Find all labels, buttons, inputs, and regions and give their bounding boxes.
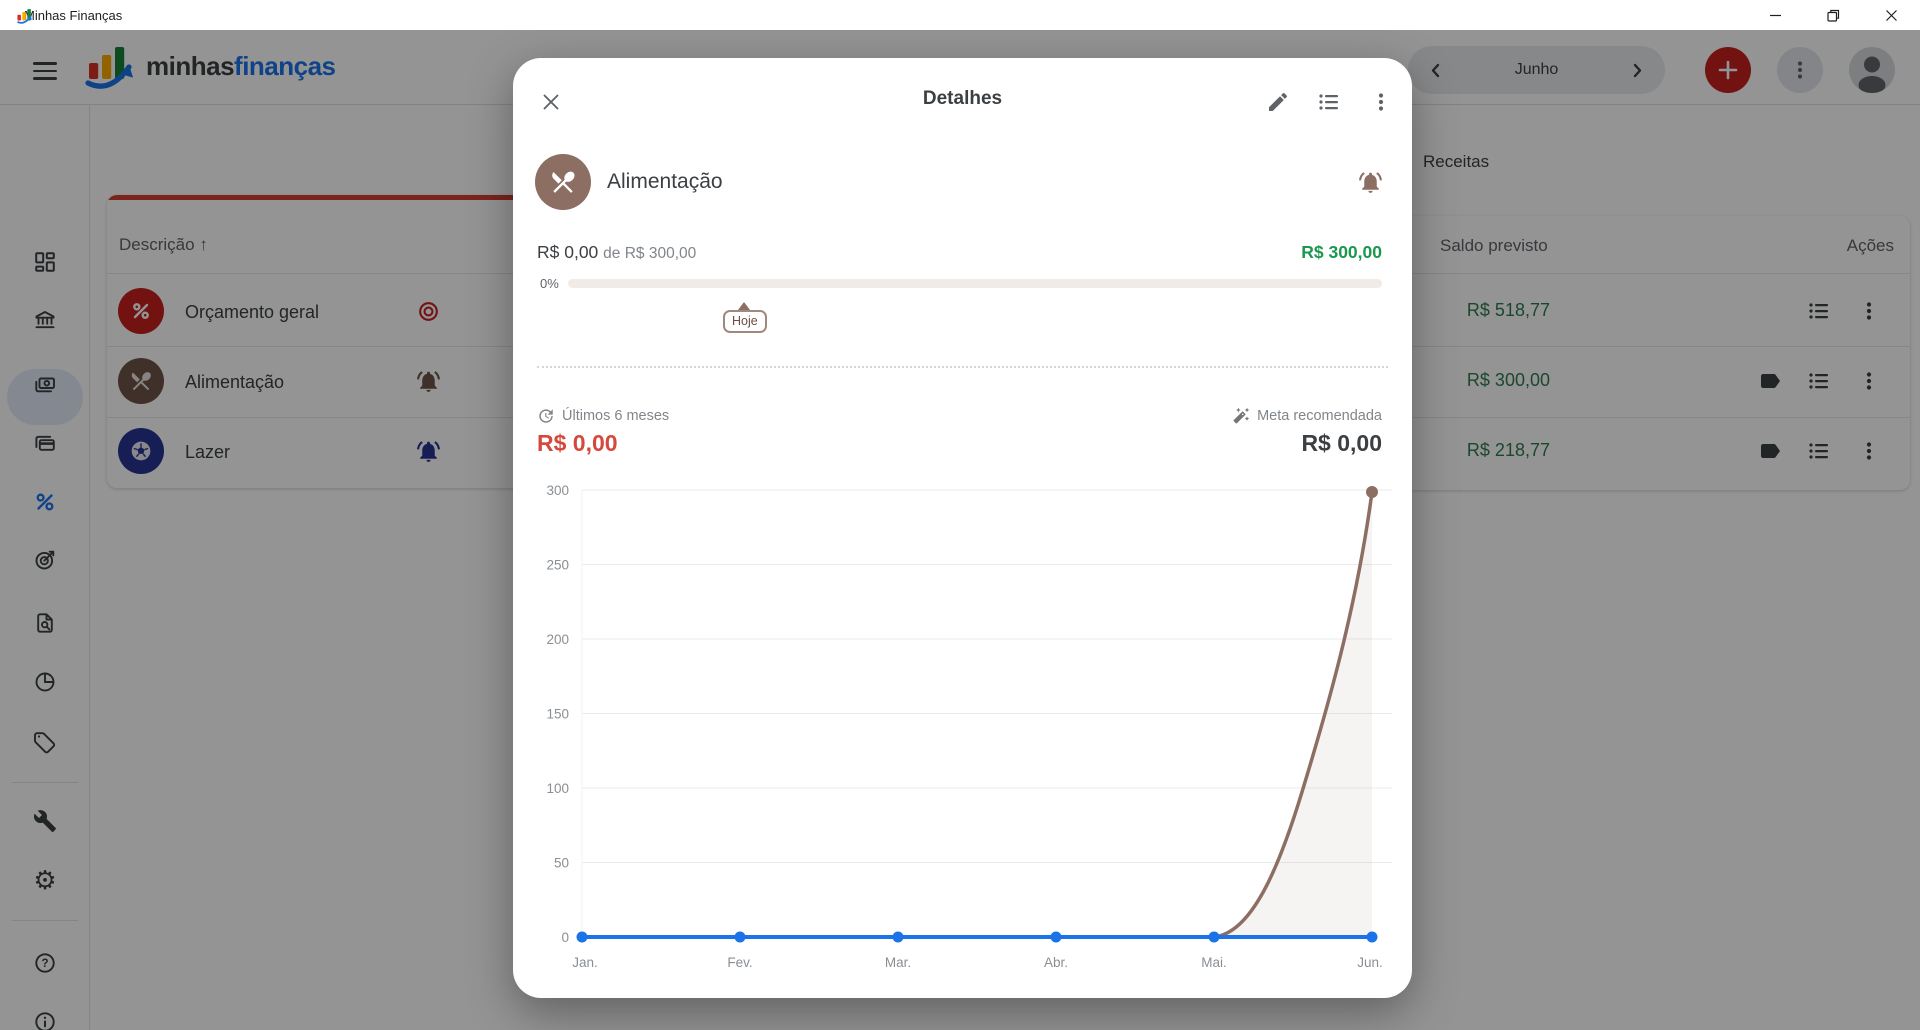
gear-icon: ⚙ bbox=[33, 865, 57, 895]
today-chip: Hoje bbox=[723, 310, 767, 333]
sidebar-item-piechart[interactable] bbox=[33, 670, 57, 694]
os-titlebar: Minhas Finanças bbox=[0, 0, 1920, 30]
svg-text:150: 150 bbox=[546, 707, 569, 722]
svg-text:300: 300 bbox=[546, 483, 569, 498]
receitas-section-label: Receitas bbox=[1423, 152, 1490, 171]
add-button[interactable] bbox=[1705, 47, 1751, 93]
spent-amount: R$ 0,00 bbox=[537, 242, 599, 262]
app-logo-icon bbox=[16, 7, 33, 29]
transactions-list-icon[interactable] bbox=[1317, 90, 1341, 114]
svg-text:Fev.: Fev. bbox=[727, 955, 752, 970]
sidebar-nav: ⚙ ? bbox=[0, 105, 90, 1030]
history-clock-icon bbox=[539, 409, 553, 423]
svg-text:Abr.: Abr. bbox=[1044, 955, 1068, 970]
column-header-acoes: Ações bbox=[1846, 236, 1894, 255]
dialog-title: Detalhes bbox=[922, 88, 1003, 109]
budget-total: R$ 300,00 bbox=[1301, 242, 1382, 262]
sidebar-item-help[interactable]: ? bbox=[33, 951, 57, 975]
column-header-saldo[interactable]: Saldo previsto bbox=[1440, 236, 1548, 255]
history-stat-label: Últimos 6 meses bbox=[537, 407, 669, 425]
soccer-category-icon bbox=[118, 428, 164, 474]
close-icon[interactable] bbox=[539, 90, 563, 114]
svg-text:Mar.: Mar. bbox=[885, 955, 911, 970]
sort-arrow-icon: ↑ bbox=[199, 235, 208, 254]
sidebar-item-goals[interactable] bbox=[33, 548, 57, 572]
edit-icon[interactable] bbox=[1266, 90, 1290, 114]
restore-button[interactable] bbox=[1804, 0, 1862, 30]
sidebar-item-cards[interactable] bbox=[33, 431, 57, 455]
sidebar-divider bbox=[12, 920, 78, 921]
alert-bell-icon[interactable] bbox=[1358, 170, 1382, 194]
logo-wordmark: minhasfinanças bbox=[146, 50, 336, 81]
sidebar-item-money[interactable] bbox=[33, 372, 57, 396]
avatar[interactable] bbox=[1849, 47, 1895, 93]
goal-stat-label: Meta recomendada bbox=[1232, 407, 1382, 425]
limit-end-point bbox=[1366, 486, 1378, 498]
y-axis-ticks: 300 250 200 150 100 50 0 bbox=[546, 483, 569, 945]
restaurant-category-icon bbox=[118, 358, 164, 404]
percent-label: 0% bbox=[540, 276, 559, 291]
logo-chart-icon bbox=[85, 47, 133, 89]
svg-text:Jun.: Jun. bbox=[1357, 955, 1383, 970]
sidebar-item-tools[interactable] bbox=[33, 809, 57, 833]
budget-of-text: de R$ 300,00 bbox=[603, 245, 697, 262]
header-more-button[interactable] bbox=[1777, 47, 1823, 93]
details-dialog: Detalhes Alimentação R$ 0,00 de R$ 300,0… bbox=[513, 58, 1412, 998]
sidebar-item-dashboard[interactable] bbox=[33, 250, 57, 274]
svg-text:?: ? bbox=[41, 958, 48, 970]
bullseye-icon bbox=[416, 299, 441, 329]
category-name: Alimentação bbox=[607, 170, 723, 193]
history-value: R$ 0,00 bbox=[537, 430, 618, 456]
svg-text:250: 250 bbox=[546, 558, 569, 573]
percent-category-icon bbox=[118, 288, 164, 334]
limit-line bbox=[1212, 490, 1374, 939]
svg-text:50: 50 bbox=[554, 856, 569, 871]
x-axis-ticks: Jan. Fev. Mar. Abr. Mai. Jun. bbox=[572, 955, 1383, 970]
svg-text:Mai.: Mai. bbox=[1201, 955, 1227, 970]
sidebar-item-budget-active[interactable] bbox=[33, 490, 57, 514]
today-marker-arrow bbox=[738, 302, 750, 310]
budget-history-chart: 300 250 200 150 100 50 0 Jan. Fev. bbox=[546, 483, 1392, 970]
sidebar-item-about[interactable] bbox=[33, 1010, 57, 1030]
close-window-button[interactable] bbox=[1862, 0, 1920, 30]
dotted-divider bbox=[537, 366, 1388, 368]
column-header-descricao[interactable]: Descrição ↑ bbox=[119, 235, 208, 254]
month-selector: Junho bbox=[1408, 46, 1665, 94]
budget-progress-bar bbox=[568, 279, 1382, 288]
magic-wand-icon bbox=[1233, 407, 1250, 424]
sidebar-item-settings[interactable]: ⚙ bbox=[33, 865, 57, 895]
spent-points bbox=[576, 931, 1378, 943]
sidebar-item-reports[interactable] bbox=[33, 611, 57, 635]
app-logo[interactable]: minhasfinanças bbox=[84, 42, 336, 90]
svg-text:100: 100 bbox=[546, 781, 569, 796]
goal-value: R$ 0,00 bbox=[1301, 430, 1382, 456]
svg-text:200: 200 bbox=[546, 632, 569, 647]
sidebar-divider bbox=[12, 782, 78, 783]
month-label[interactable]: Junho bbox=[1514, 61, 1559, 78]
spent-of-budget: R$ 0,00 de R$ 300,00 bbox=[537, 242, 696, 263]
window-title: Minhas Finanças bbox=[24, 7, 123, 23]
minimize-button[interactable] bbox=[1746, 0, 1804, 30]
sidebar-item-tags[interactable] bbox=[33, 730, 57, 754]
menu-icon[interactable] bbox=[33, 57, 57, 81]
category-avatar-restaurant bbox=[535, 154, 591, 210]
svg-text:Jan.: Jan. bbox=[572, 955, 598, 970]
limit-area-fill bbox=[1214, 492, 1372, 937]
sidebar-item-bank[interactable] bbox=[33, 308, 57, 332]
svg-text:0: 0 bbox=[561, 930, 569, 945]
dialog-more-icon[interactable] bbox=[1369, 90, 1393, 114]
